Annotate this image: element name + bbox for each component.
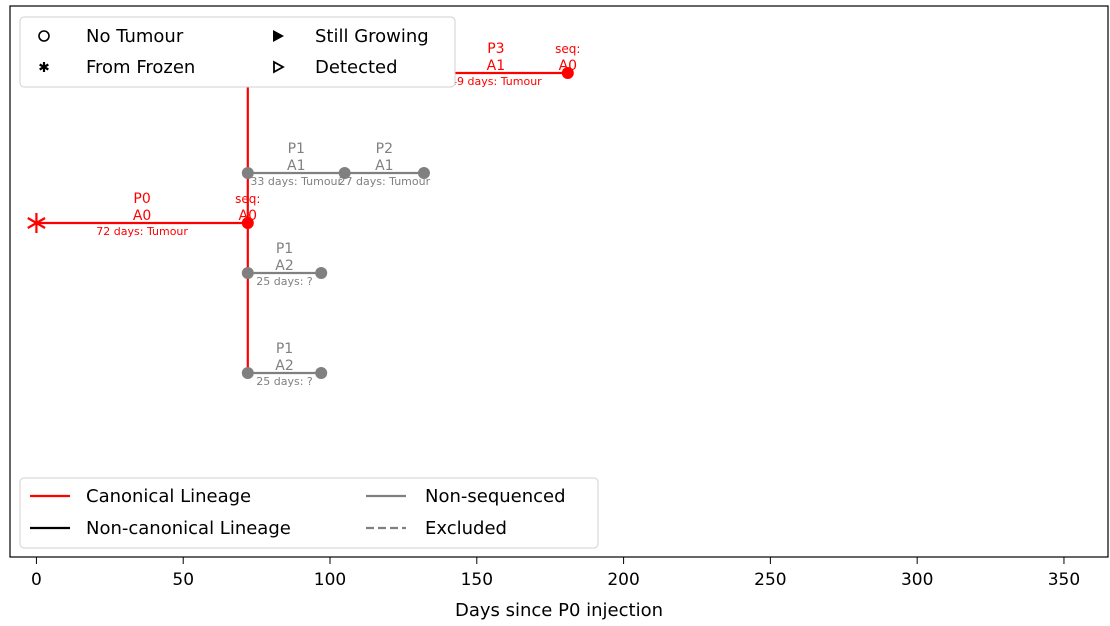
lineage-node <box>241 367 254 379</box>
segment-arm-label: A0 <box>133 208 151 224</box>
seq-label: seq: <box>235 192 260 206</box>
asterisk-stroke <box>39 63 49 71</box>
x-tick-label: 0 <box>31 570 42 590</box>
segment-arm-label: A1 <box>487 58 505 74</box>
plot-frame <box>9 5 1109 558</box>
segment-duration-label: 25 days: ? <box>256 375 313 388</box>
segment-name-label: P1 <box>276 241 293 257</box>
x-tick-label: 350 <box>1048 570 1080 590</box>
asterisk-stroke <box>27 217 46 229</box>
lineage-node <box>241 267 254 279</box>
marker-legend-label: From Frozen <box>86 57 195 78</box>
marker-legend-box <box>19 16 456 88</box>
still-growing-icon <box>273 30 284 42</box>
seq-sample-label: A0 <box>559 58 577 74</box>
lineage-node <box>315 267 328 279</box>
seq-label: seq: <box>555 42 580 56</box>
from-frozen-marker <box>27 213 46 233</box>
x-axis-label: Days since P0 injection <box>455 600 663 621</box>
segment-duration-label: 33 days: Tumour <box>250 175 342 188</box>
lineage-node <box>338 167 351 179</box>
segment-duration-label: 27 days: Tumour <box>339 175 431 188</box>
marker-legend-label: No Tumour <box>86 26 184 47</box>
no-tumour-icon <box>38 30 50 42</box>
lineage-node <box>417 167 430 179</box>
segment-duration-label: 25 days: ? <box>256 275 313 288</box>
detected-icon <box>273 60 285 74</box>
x-tick-label: 200 <box>607 570 639 590</box>
lineage-node <box>315 367 328 379</box>
lineage-node <box>241 167 254 179</box>
line-legend-label: Canonical Lineage <box>86 486 251 507</box>
x-tick-label: 250 <box>754 570 786 590</box>
x-tick-label: 100 <box>314 570 346 590</box>
x-tick-label: 300 <box>901 570 933 590</box>
line-legend-label: Excluded <box>425 518 507 539</box>
segment-arm-label: A1 <box>375 158 393 174</box>
from-frozen-icon <box>39 62 49 72</box>
segment-name-label: P1 <box>276 341 293 357</box>
lineage-node <box>241 217 254 229</box>
marker-legend-label: Still Growing <box>315 26 429 47</box>
segment-duration-label: 49 days: Tumour <box>450 75 542 88</box>
line-legend-label: Non-canonical Lineage <box>86 518 291 539</box>
line-legend: Canonical Lineage Non-sequenced Non-canoni… <box>19 477 599 549</box>
marker-legend: No Tumour Still Growing From Frozen Detecte… <box>19 16 456 88</box>
x-tick-label: 150 <box>461 570 493 590</box>
segment-name-label: P3 <box>487 41 504 57</box>
segment-arm-label: A1 <box>287 158 305 174</box>
segment-name-label: P2 <box>376 141 393 157</box>
seq-sample-label: A0 <box>239 208 257 224</box>
marker-legend-label: Detected <box>315 57 398 78</box>
segment-name-label: P1 <box>288 141 305 157</box>
segment-name-label: P0 <box>133 191 150 207</box>
line-legend-label: Non-sequenced <box>425 486 566 507</box>
segment-duration-label: 72 days: Tumour <box>96 225 188 238</box>
line-legend-box <box>19 477 599 549</box>
x-tick-label: 50 <box>172 570 194 590</box>
segment-arm-label: A2 <box>275 258 293 274</box>
segment-arm-label: A2 <box>275 358 293 374</box>
lineage-node <box>561 67 574 79</box>
